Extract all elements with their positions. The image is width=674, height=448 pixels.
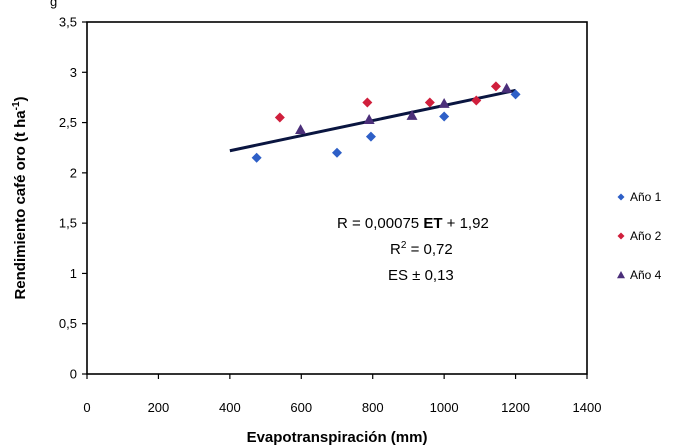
y-tick-label: 3,5 xyxy=(59,15,77,30)
legend-label-2: Año 2 xyxy=(630,229,662,243)
data-point-3 xyxy=(438,97,450,108)
x-tick-label: 0 xyxy=(83,400,90,415)
data-point-2 xyxy=(490,81,501,92)
plot-area xyxy=(86,21,588,375)
x-tick-label: 1000 xyxy=(430,400,459,415)
legend: Año 1 Año 2 Año 4 xyxy=(617,190,662,282)
data-point-3 xyxy=(406,110,418,120)
regression-equation: R = 0,00075 ET + 1,92 xyxy=(337,215,489,232)
r-squared-label: R2 = 0,72 xyxy=(390,240,453,258)
y-tick-label: 3 xyxy=(70,65,77,80)
x-axis-ticks: 0 200 400 600 800 1000 1200 1400 xyxy=(83,374,601,415)
legend-marker-1 xyxy=(617,193,625,201)
standard-error-label: ES ± 0,13 xyxy=(388,267,454,284)
x-tick-label: 1200 xyxy=(501,400,530,415)
data-point-1 xyxy=(510,89,521,100)
data-points xyxy=(251,81,521,163)
legend-marker-3 xyxy=(617,271,625,279)
y-tick-label: 2 xyxy=(70,165,77,180)
y-tick-label: 2,5 xyxy=(59,115,77,130)
y-tick-label: 0 xyxy=(70,367,77,382)
regression-annotation: R = 0,00075 ET + 1,92 R2 = 0,72 ES ± 0,1… xyxy=(337,215,489,284)
data-point-1 xyxy=(439,111,450,122)
data-point-1 xyxy=(251,152,262,163)
data-point-3 xyxy=(363,114,375,124)
x-axis-title: Evapotranspiración (mm) xyxy=(247,429,428,446)
legend-marker-2 xyxy=(617,232,625,240)
top-fragment-text: g xyxy=(50,0,57,9)
legend-label-3: Año 4 xyxy=(630,268,662,282)
y-axis-ticks: 0 0,5 1 1,5 2 2,5 3 3,5 xyxy=(59,15,87,382)
x-tick-label: 400 xyxy=(219,400,241,415)
data-point-3 xyxy=(501,82,513,93)
legend-label-1: Año 1 xyxy=(630,190,662,204)
data-point-2 xyxy=(274,112,285,123)
data-point-2 xyxy=(471,95,482,106)
x-tick-label: 200 xyxy=(148,400,170,415)
x-tick-label: 1400 xyxy=(573,400,602,415)
data-point-1 xyxy=(332,147,342,158)
x-tick-label: 800 xyxy=(362,400,384,415)
data-point-3 xyxy=(295,124,307,135)
y-tick-label: 0,5 xyxy=(59,316,77,331)
x-tick-label: 600 xyxy=(290,400,312,415)
data-point-1 xyxy=(365,131,376,142)
data-point-2 xyxy=(362,97,373,108)
y-tick-label: 1 xyxy=(70,266,77,281)
data-point-2 xyxy=(424,97,435,108)
y-axis-title: Rendimiento café oro (t ha-1) xyxy=(11,96,29,299)
y-tick-label: 1,5 xyxy=(59,216,77,231)
